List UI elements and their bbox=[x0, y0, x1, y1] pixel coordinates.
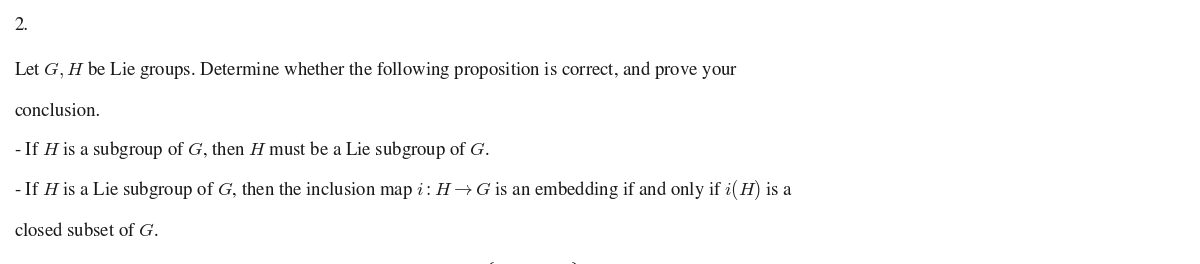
Text: conclusion.: conclusion. bbox=[14, 103, 101, 120]
Text: - If $H$ is a subgroup of $G$, then $H$ must be a Lie subgroup of $G$.: - If $H$ is a subgroup of $G$, then $H$ … bbox=[14, 139, 491, 161]
Text: - $G$ is a cyclic group if and only if there exists $a \in G$ such that $\{a^k :: - $G$ is a cyclic group if and only if t… bbox=[14, 260, 689, 264]
Text: Let $G, H$ be Lie groups. Determine whether the following proposition is correct: Let $G, H$ be Lie groups. Determine whet… bbox=[14, 59, 738, 81]
Text: 2.: 2. bbox=[14, 17, 29, 34]
Text: closed subset of $G$.: closed subset of $G$. bbox=[14, 222, 158, 240]
Text: - If $H$ is a Lie subgroup of $G$, then the inclusion map $i : H \rightarrow G$ : - If $H$ is a Lie subgroup of $G$, then … bbox=[14, 178, 793, 202]
